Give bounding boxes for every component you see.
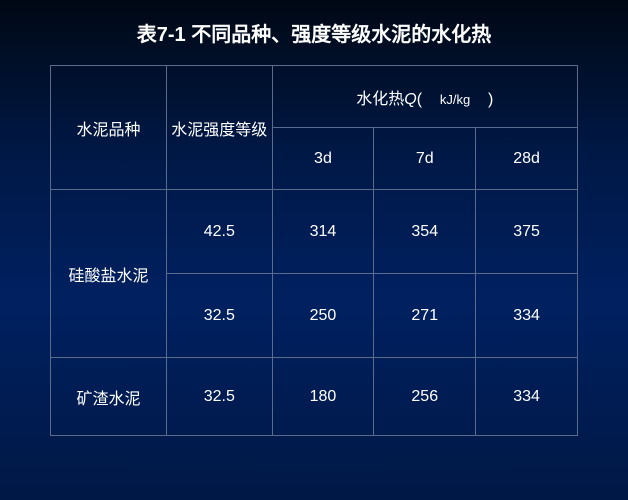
col-header-grade: 水泥强度等级 (167, 66, 273, 190)
heat-label-close: ) (488, 91, 493, 108)
cell-3d: 314 (272, 190, 374, 274)
cell-type: 硅酸盐水泥 (51, 190, 167, 358)
table-row: 矿渣水泥 32.5 180 256 334 (51, 358, 578, 436)
cell-grade: 32.5 (167, 358, 273, 436)
cell-28d: 334 (476, 358, 578, 436)
cell-28d: 334 (476, 274, 578, 358)
table-container: 水泥品种 水泥强度等级 水化热Q( kJ/kg ) 3d 7d 28d 硅酸盐水… (0, 65, 628, 436)
cell-7d: 256 (374, 358, 476, 436)
cell-7d: 354 (374, 190, 476, 274)
hydration-heat-table: 水泥品种 水泥强度等级 水化热Q( kJ/kg ) 3d 7d 28d 硅酸盐水… (50, 65, 578, 436)
heat-label-open: ( (417, 91, 422, 108)
cell-grade: 32.5 (167, 274, 273, 358)
cell-7d: 271 (374, 274, 476, 358)
table-title: 表7-1 不同品种、强度等级水泥的水化热 (0, 0, 628, 65)
table-row: 硅酸盐水泥 42.5 314 354 375 (51, 190, 578, 274)
col-header-type: 水泥品种 (51, 66, 167, 190)
col-header-7d: 7d (374, 128, 476, 190)
col-header-3d: 3d (272, 128, 374, 190)
cell-3d: 250 (272, 274, 374, 358)
heat-label-prefix: 水化热 (356, 91, 404, 108)
header-row-1: 水泥品种 水泥强度等级 水化热Q( kJ/kg ) (51, 66, 578, 128)
cell-3d: 180 (272, 358, 374, 436)
cell-grade: 42.5 (167, 190, 273, 274)
cell-28d: 375 (476, 190, 578, 274)
col-header-heat: 水化热Q( kJ/kg ) (272, 66, 577, 128)
cell-type: 矿渣水泥 (51, 358, 167, 436)
col-header-28d: 28d (476, 128, 578, 190)
heat-label-unit: kJ/kg (440, 92, 470, 107)
heat-label-q: Q (404, 91, 416, 108)
